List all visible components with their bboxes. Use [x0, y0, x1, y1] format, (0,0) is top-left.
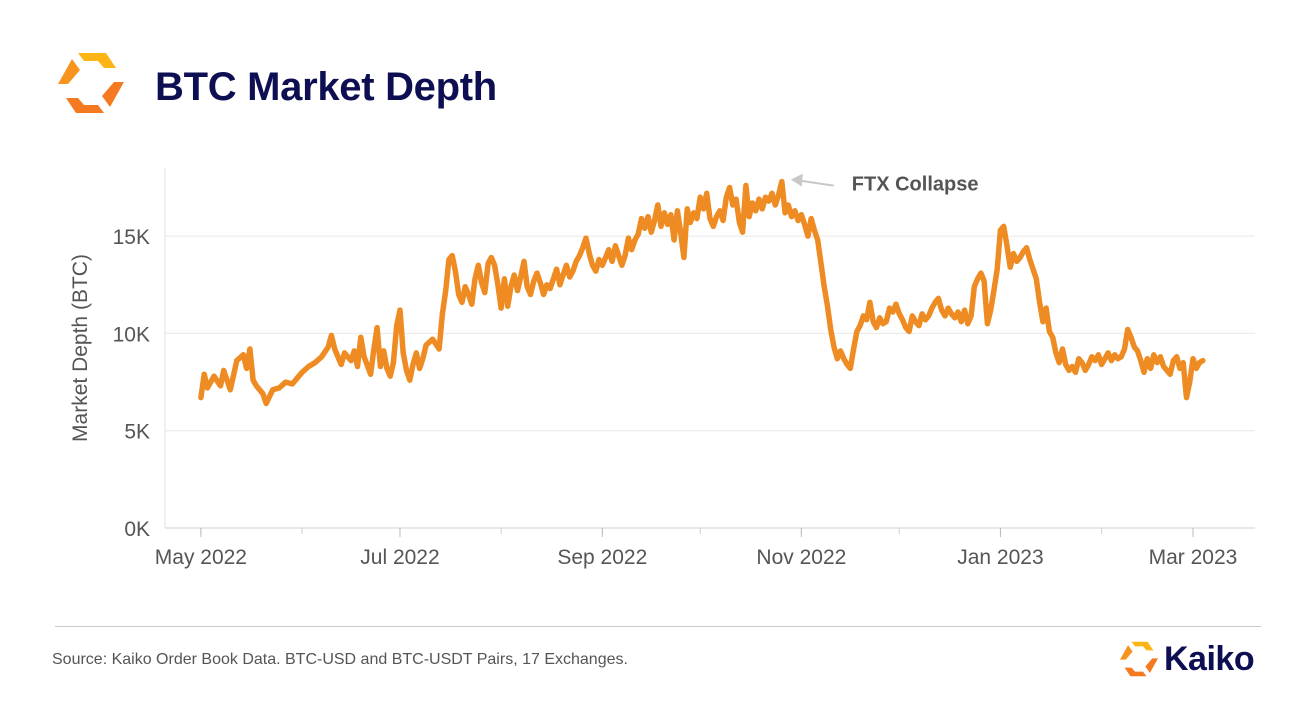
- y-axis-ticks: 0K 5K 10K 15K: [113, 226, 150, 541]
- x-tick-label: Jul 2022: [360, 546, 439, 569]
- gridlines: [165, 235, 1255, 432]
- ftx-collapse-annotation: FTX Collapse: [790, 173, 979, 196]
- kaiko-brand: Kaiko: [1118, 634, 1278, 684]
- brand-name: Kaiko: [1164, 640, 1255, 678]
- x-tick-label: Sep 2022: [557, 546, 647, 569]
- series-line-btc-market-depth: [198, 178, 1206, 407]
- y-tick-label: 10K: [113, 323, 150, 346]
- x-tick-label: Jan 2023: [957, 546, 1043, 569]
- x-tick-label: Mar 2023: [1149, 546, 1238, 569]
- annotation-arrowhead: [790, 173, 803, 187]
- header: BTC Market Depth: [0, 0, 1306, 130]
- market-depth-chart: 0K 5K 10K 15K May 2022 Jul 2022 Sep 2022 Nov 2…: [69, 168, 1255, 569]
- y-tick-label: 0K: [124, 518, 150, 541]
- source-note: Source: Kaiko Order Book Data. BTC-USD a…: [52, 651, 628, 668]
- kaiko-brand-icon: [1120, 641, 1158, 677]
- x-tick-label: May 2022: [155, 546, 247, 569]
- annotation-arrow: [799, 179, 834, 187]
- x-tick-label: Nov 2022: [756, 546, 846, 569]
- y-tick-label: 15K: [113, 226, 150, 249]
- y-axis-label: Market Depth (BTC): [69, 254, 92, 442]
- footer-divider: [55, 626, 1261, 627]
- kaiko-logo-icon: [58, 53, 124, 113]
- annotation-label: FTX Collapse: [852, 174, 979, 196]
- x-axis: May 2022 Jul 2022 Sep 2022 Nov 2022 Jan 2023…: [155, 168, 1255, 569]
- y-tick-label: 5K: [124, 421, 150, 444]
- page-title: BTC Market Depth: [155, 65, 497, 109]
